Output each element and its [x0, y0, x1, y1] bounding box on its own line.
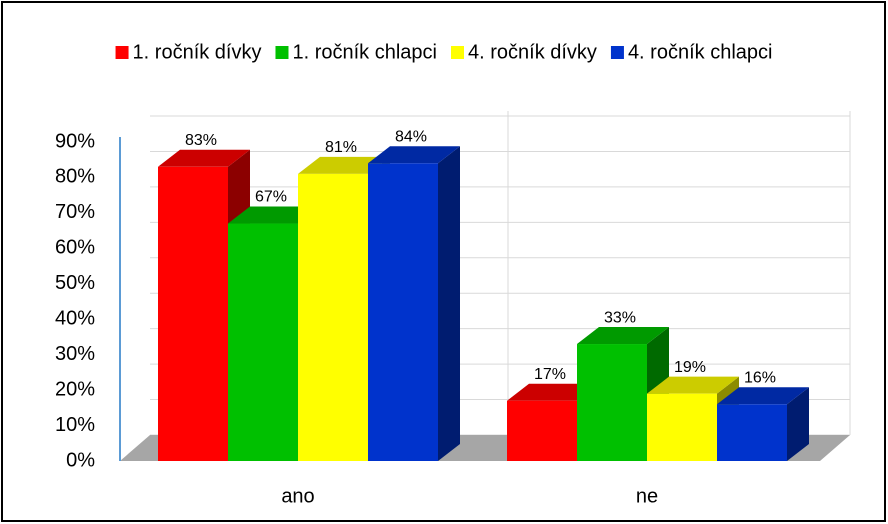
bar-front: [298, 173, 368, 461]
y-tick-label: 30%: [55, 343, 95, 365]
bar: [717, 387, 809, 461]
bar-top: [717, 387, 809, 405]
y-tick-label: 60%: [55, 237, 95, 259]
data-label: 16%: [744, 370, 776, 387]
data-label: 67%: [255, 189, 287, 206]
bar-top: [368, 146, 460, 164]
legend-label: 4. ročník dívky: [468, 41, 597, 63]
legend-swatch: [451, 46, 464, 59]
x-tick-label: ne: [636, 485, 658, 507]
bar-front: [577, 344, 647, 461]
bar-top: [647, 376, 739, 394]
legend-swatch: [275, 46, 289, 59]
data-label: 17%: [534, 366, 566, 383]
legend-label: 4. ročník chlapci: [628, 41, 773, 63]
legend-swatch: [115, 46, 129, 59]
y-tick-label: 80%: [55, 166, 95, 188]
bar-top: [577, 327, 669, 345]
data-label: 19%: [674, 359, 706, 376]
bar-side: [787, 387, 809, 461]
y-tick-label: 0%: [66, 449, 95, 471]
bar-side: [438, 146, 460, 461]
y-tick-label: 50%: [55, 272, 95, 294]
y-tick-label: 70%: [55, 201, 95, 223]
bar-front: [228, 223, 298, 461]
bar-front: [717, 404, 787, 461]
y-tick-label: 10%: [55, 414, 95, 436]
y-tick-label: 20%: [55, 378, 95, 400]
bar-top: [507, 383, 599, 401]
bar-front: [368, 163, 438, 461]
bar-front: [647, 393, 717, 461]
bar-top: [228, 206, 320, 224]
data-label: 33%: [604, 309, 636, 326]
legend-swatch: [610, 46, 624, 59]
data-label: 81%: [325, 139, 357, 156]
legend-label: 1. ročník chlapci: [292, 41, 437, 63]
bar-top: [298, 156, 390, 174]
y-tick-label: 90%: [55, 130, 95, 152]
bar: [368, 146, 460, 461]
bar-top: [158, 149, 250, 167]
x-tick-label: ano: [281, 485, 314, 507]
legend-label: 1. ročník dívky: [133, 41, 262, 63]
bar-front: [507, 400, 577, 461]
data-label: 84%: [395, 128, 427, 145]
data-label: 83%: [185, 132, 217, 149]
y-tick-label: 40%: [55, 308, 95, 330]
bar-front: [158, 166, 228, 462]
